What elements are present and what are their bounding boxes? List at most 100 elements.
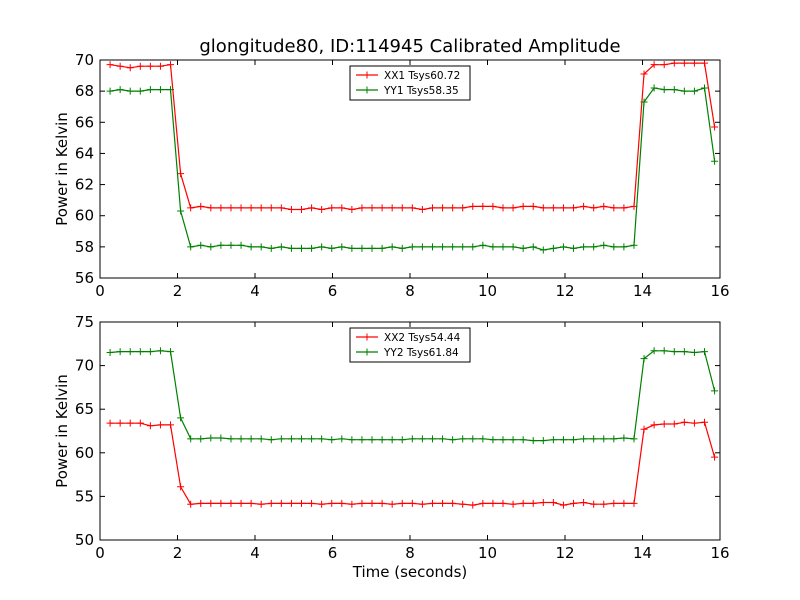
data-point bbox=[549, 436, 557, 444]
data-point bbox=[318, 435, 326, 443]
data-point bbox=[519, 436, 527, 444]
x-tick-label: 8 bbox=[405, 282, 415, 300]
data-point bbox=[318, 500, 326, 508]
data-point bbox=[439, 243, 447, 251]
data-point bbox=[237, 241, 245, 249]
x-tick-label: 2 bbox=[173, 282, 183, 300]
y-tick-label: 70 bbox=[75, 51, 94, 69]
data-point bbox=[711, 453, 719, 461]
data-point bbox=[197, 435, 205, 443]
data-point bbox=[690, 349, 698, 357]
data-point bbox=[146, 86, 154, 94]
data-point bbox=[368, 499, 376, 507]
data-point bbox=[539, 499, 547, 507]
data-point bbox=[207, 243, 215, 251]
data-point bbox=[227, 435, 235, 443]
data-point bbox=[529, 243, 537, 251]
data-point bbox=[499, 243, 507, 251]
data-point bbox=[499, 499, 507, 507]
data-point bbox=[459, 204, 467, 212]
series-markers-2 bbox=[106, 347, 719, 445]
data-point bbox=[388, 243, 396, 251]
data-point bbox=[106, 419, 114, 427]
data-point bbox=[539, 204, 547, 212]
data-point bbox=[298, 435, 305, 443]
data-point bbox=[267, 204, 275, 212]
data-point bbox=[287, 435, 295, 443]
x-tick-label: 0 bbox=[95, 544, 105, 562]
x-tick-label: 16 bbox=[710, 544, 729, 562]
x-tick-label: 2 bbox=[173, 544, 183, 562]
x-tick-label: 16 bbox=[710, 282, 729, 300]
legend-label: XX1 Tsys60.72 bbox=[384, 70, 460, 82]
data-point bbox=[680, 418, 688, 426]
data-point bbox=[509, 204, 517, 212]
data-point bbox=[590, 243, 598, 251]
data-point bbox=[549, 204, 557, 212]
data-point bbox=[167, 61, 175, 69]
data-point bbox=[146, 422, 154, 430]
data-point bbox=[640, 355, 648, 363]
y-tick-label: 50 bbox=[75, 531, 94, 549]
data-point bbox=[126, 87, 134, 95]
data-point bbox=[489, 499, 497, 507]
data-point bbox=[328, 204, 336, 212]
data-point bbox=[670, 86, 678, 94]
data-point bbox=[368, 436, 376, 444]
y-tick-label: 65 bbox=[75, 400, 94, 418]
y-axis-label: Power in Kelvin bbox=[53, 112, 71, 226]
data-point bbox=[398, 436, 406, 444]
legend-marker bbox=[363, 71, 371, 79]
data-point bbox=[237, 435, 245, 443]
data-point bbox=[227, 204, 235, 212]
data-point bbox=[539, 437, 547, 445]
data-point bbox=[126, 348, 134, 356]
data-point bbox=[559, 243, 567, 251]
data-point bbox=[287, 244, 295, 252]
data-point bbox=[439, 204, 447, 212]
legend: XX1 Tsys60.72 YY1 Tsys58.35 bbox=[349, 65, 471, 101]
data-point bbox=[116, 86, 124, 94]
data-point bbox=[217, 499, 225, 507]
data-point bbox=[328, 436, 336, 444]
data-point bbox=[136, 419, 144, 427]
data-point bbox=[227, 241, 235, 249]
data-point bbox=[298, 205, 305, 213]
data-point bbox=[378, 204, 386, 212]
data-point bbox=[257, 204, 265, 212]
y-tick-label: 55 bbox=[75, 487, 94, 505]
x-tick-label: 12 bbox=[555, 282, 574, 300]
data-point bbox=[298, 499, 305, 507]
data-point bbox=[398, 499, 406, 507]
legend-box bbox=[349, 65, 471, 101]
data-point bbox=[580, 202, 588, 210]
data-point bbox=[690, 59, 698, 67]
legend-marker bbox=[363, 348, 371, 356]
data-point bbox=[549, 244, 557, 252]
data-point bbox=[408, 435, 416, 443]
bottom-subplot: 0 2 4 6 8 10 12 14 16 50 55 60 65 70 75 Power in Kelvin… bbox=[53, 313, 730, 581]
data-point bbox=[267, 499, 275, 507]
legend-marker bbox=[363, 86, 371, 94]
data-point bbox=[701, 59, 708, 67]
data-point bbox=[318, 205, 326, 213]
data-point bbox=[388, 436, 396, 444]
data-point bbox=[570, 244, 578, 252]
data-point bbox=[368, 244, 376, 252]
data-point bbox=[247, 243, 255, 251]
data-point bbox=[237, 204, 245, 212]
y-tick-label: 68 bbox=[75, 82, 94, 100]
legend-label: YY1 Tsys58.35 bbox=[383, 85, 459, 97]
data-point bbox=[428, 243, 436, 251]
data-point bbox=[449, 436, 457, 444]
data-point bbox=[539, 246, 547, 254]
x-tick-label: 0 bbox=[95, 282, 105, 300]
data-point bbox=[308, 204, 316, 212]
y-tick-label: 64 bbox=[75, 144, 94, 162]
data-point bbox=[459, 500, 467, 508]
data-point bbox=[308, 499, 316, 507]
data-point bbox=[207, 204, 215, 212]
data-point bbox=[590, 500, 598, 508]
data-point bbox=[469, 501, 477, 509]
